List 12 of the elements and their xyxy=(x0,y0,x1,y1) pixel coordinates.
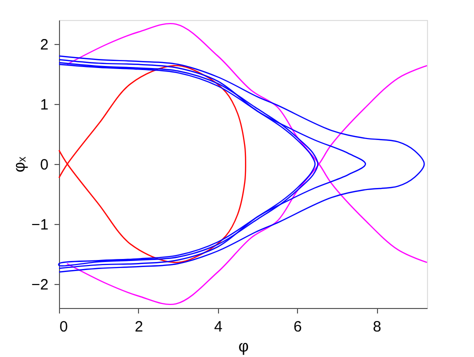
x-tick-label: 0 xyxy=(60,318,68,336)
x-axis-title: φ xyxy=(238,338,249,356)
x-tick-label: 4 xyxy=(214,318,222,336)
y-tick-label: −2 xyxy=(31,276,48,294)
y-axis-title: φₓ xyxy=(11,156,28,172)
x-tick-label: 2 xyxy=(134,318,144,336)
x-tick-label: 6 xyxy=(294,318,302,336)
y-tick-label: 0 xyxy=(40,156,48,174)
y-tick-label: 2 xyxy=(40,36,48,54)
y-tick-label: −1 xyxy=(31,216,48,234)
x-tick-label: 8 xyxy=(372,318,382,336)
y-tick-label: 1 xyxy=(40,96,48,114)
